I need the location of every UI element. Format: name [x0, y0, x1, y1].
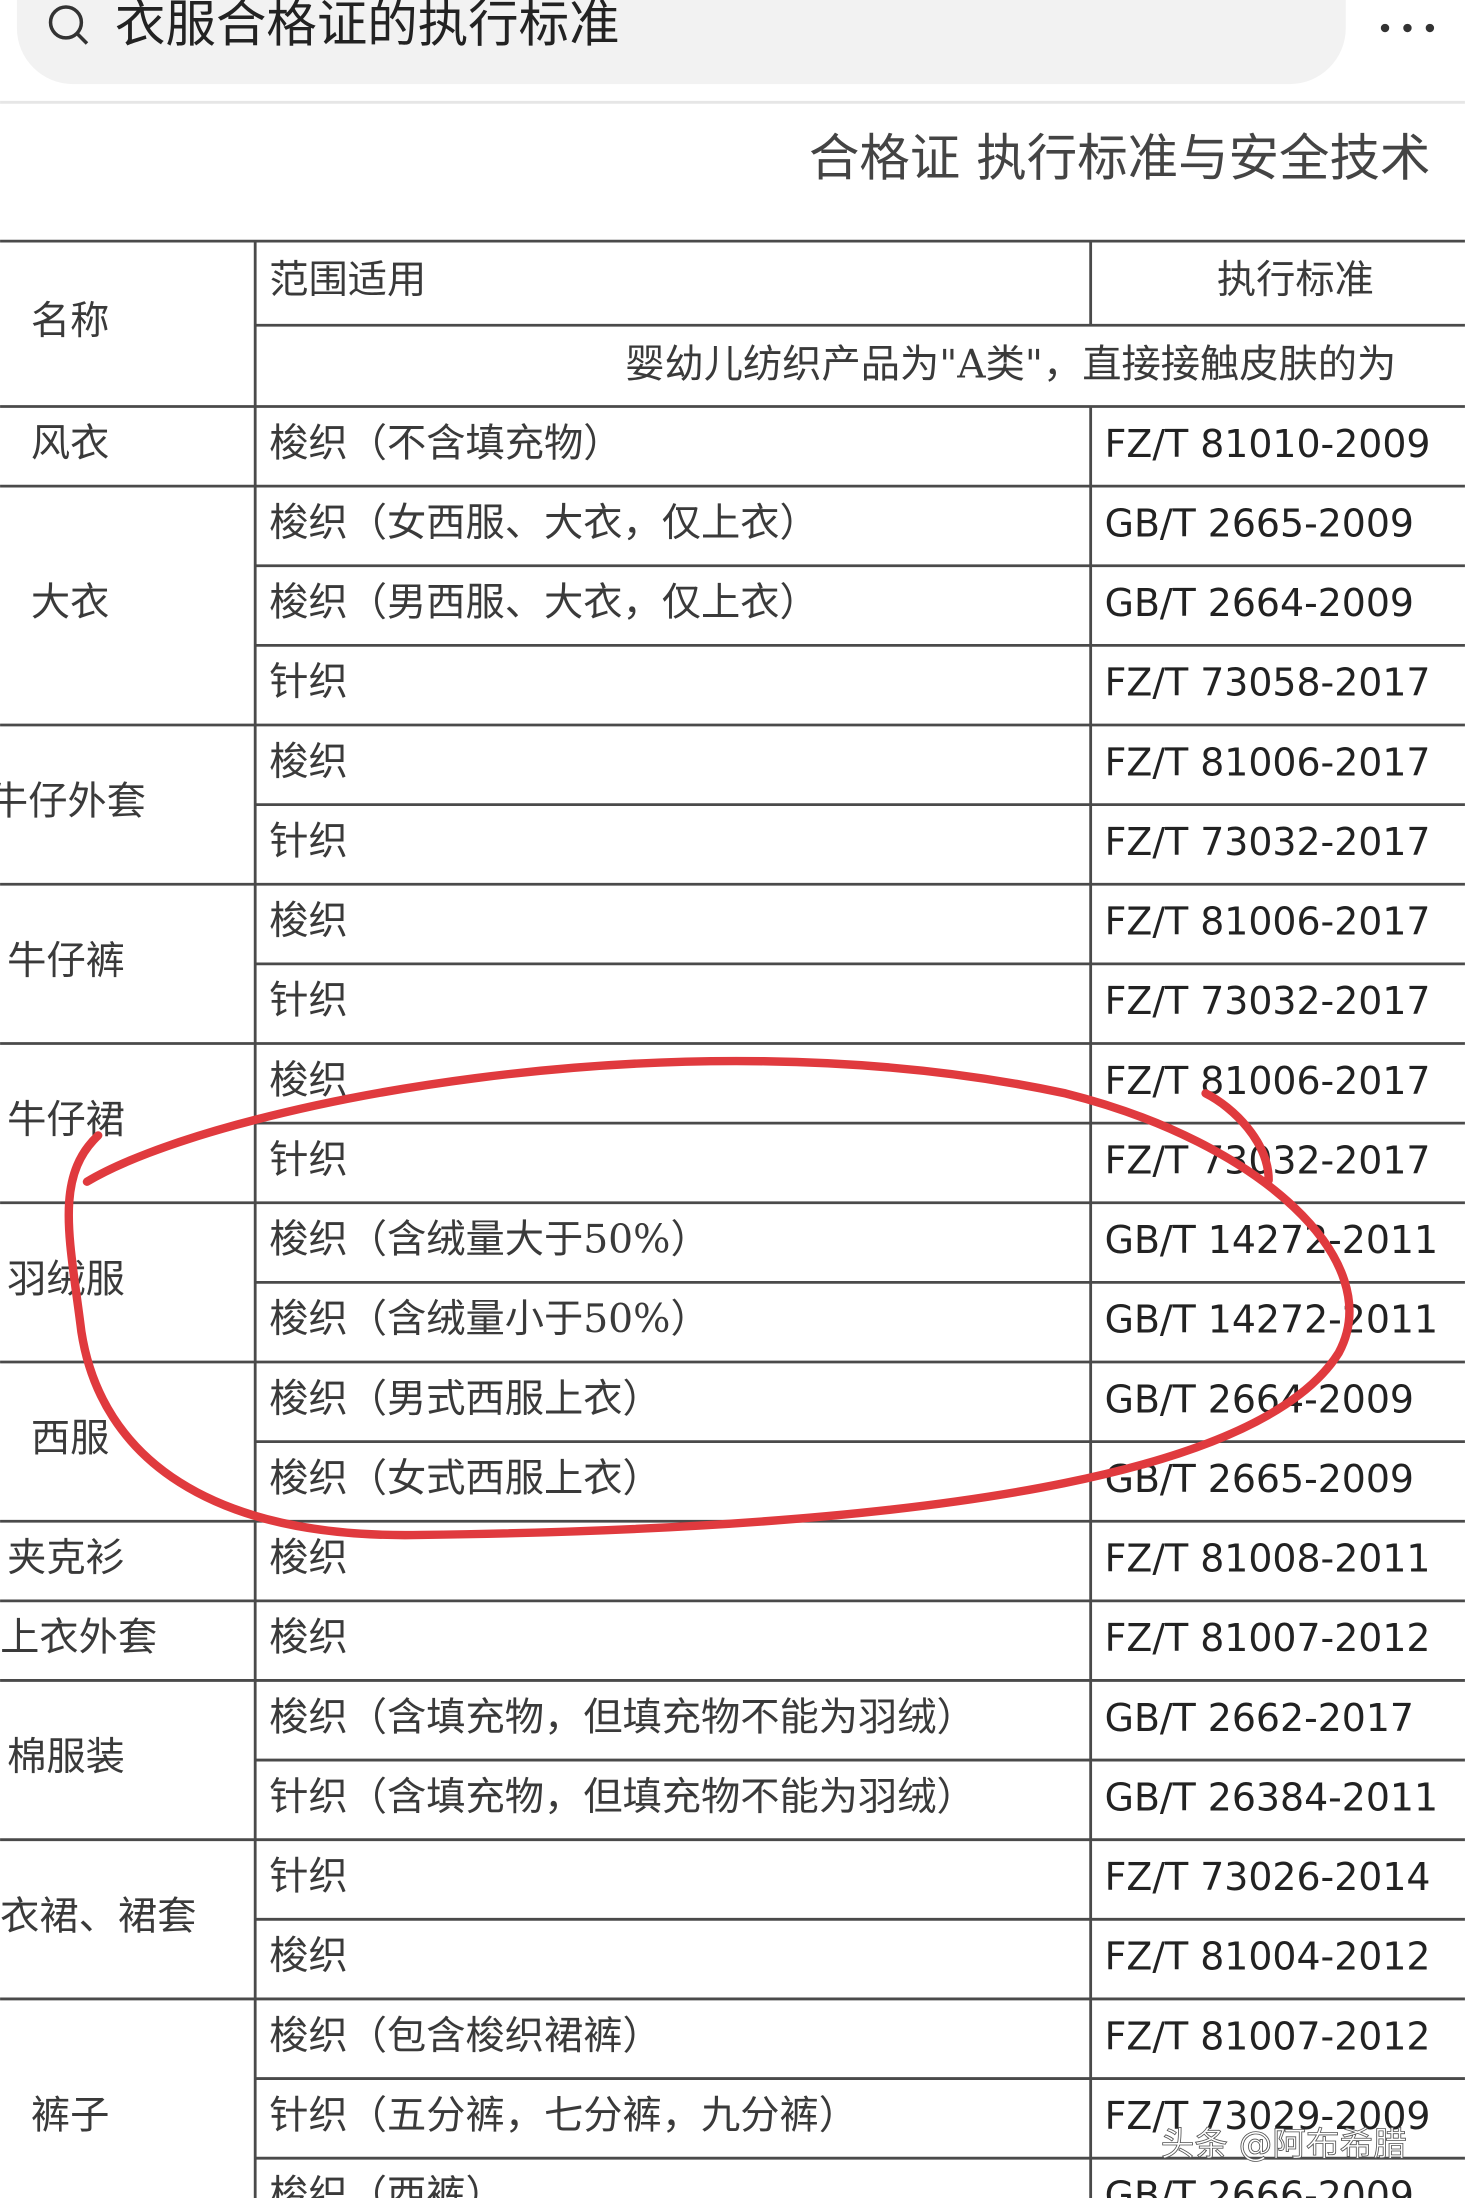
standard-cell: GB/T 14272-2011: [1105, 1298, 1438, 1342]
standard-cell: FZ/T 73032-2017: [1105, 820, 1431, 864]
table-note: 婴幼儿纺织产品为"A类"，直接接触皮肤的为: [625, 342, 1396, 387]
standard-cell: FZ/T 81006-2017: [1105, 740, 1431, 784]
name-cell: 上衣外套: [0, 1616, 157, 1661]
standard-cell: GB/T 26384-2011: [1105, 1775, 1438, 1819]
scope-cell: 梭织（含绒量大于50%）: [269, 1218, 710, 1263]
name-cell: 夹克衫: [7, 1536, 125, 1581]
scope-cell: 针织（五分裤，七分裤，九分裤）: [269, 2093, 858, 2138]
watermark: 头条 @阿布希腊: [1161, 2125, 1407, 2164]
scope-cell: 梭织（女西服、大衣，仅上衣）: [269, 501, 819, 546]
scope-cell: 梭织（含绒量小于50%）: [269, 1297, 710, 1342]
scope-cell: 梭织: [269, 1536, 348, 1581]
standard-cell: GB/T 2666-2009: [1105, 2174, 1414, 2198]
standard-cell: FZ/T 81008-2011: [1105, 1537, 1431, 1581]
standard-cell: GB/T 14272-2011: [1105, 1218, 1438, 1262]
name-cell: 西服: [31, 1417, 110, 1462]
search-icon-handle: [75, 32, 89, 45]
standard-cell: FZ/T 81007-2012: [1105, 2014, 1431, 2058]
standard-cell: FZ/T 73032-2017: [1105, 979, 1431, 1023]
standard-cell: FZ/T 73026-2014: [1105, 1855, 1431, 1899]
name-cell: 牛仔裤: [7, 939, 125, 984]
standard-cell: GB/T 2662-2017: [1105, 1696, 1414, 1740]
name-cell: 牛仔外套: [0, 780, 146, 825]
name-cell: 连衣裙、裙套: [0, 1894, 196, 1939]
standard-cell: FZ/T 81004-2012: [1105, 1935, 1431, 1979]
name-cell: 牛仔裙: [7, 1098, 125, 1143]
name-cell: 棉服装: [7, 1735, 125, 1780]
scope-cell: 针织: [269, 1138, 348, 1183]
scope-cell: 梭织（不含填充物）: [269, 421, 622, 466]
standard-cell: GB/T 2664-2009: [1105, 581, 1414, 625]
scope-cell: 梭织（西裤）: [269, 2173, 505, 2198]
standard-cell: FZ/T 73029-2009: [1105, 2094, 1431, 2138]
standard-cell: FZ/T 73058-2017: [1105, 661, 1431, 705]
scope-cell: 梭织（女式西服上衣）: [269, 1456, 661, 1501]
scope-cell: 梭织（男式西服上衣）: [269, 1377, 661, 1422]
header-cell: 名称: [31, 299, 110, 344]
scope-cell: 梭织（男西服、大衣，仅上衣）: [269, 581, 819, 626]
name-cell: 大衣: [31, 581, 110, 626]
scope-cell: 梭织（包含梭织裙裤）: [269, 2014, 661, 2059]
standard-cell: GB/T 2664-2009: [1105, 1377, 1414, 1421]
scope-cell: 梭织: [269, 1934, 348, 1979]
scope-cell: 梭织: [269, 899, 348, 944]
standard-cell: FZ/T 81006-2017: [1105, 1059, 1431, 1103]
name-cell: 风衣: [31, 421, 110, 466]
scope-cell: 针织: [269, 660, 348, 705]
header-cell: 执行标准: [1217, 258, 1374, 303]
scope-cell: 针织: [269, 979, 348, 1024]
red-circle-annotation: [64, 1056, 1354, 1540]
scope-cell: 梭织（含填充物，但填充物不能为羽绒）: [269, 1695, 976, 1740]
standard-cell: GB/T 2665-2009: [1105, 501, 1414, 545]
standard-cell: FZ/T 81010-2009: [1105, 422, 1431, 466]
search-icon: [48, 5, 84, 40]
standard-cell: FZ/T 81007-2012: [1105, 1616, 1431, 1660]
standard-cell: FZ/T 81006-2017: [1105, 900, 1431, 944]
doc-title: 合格证 执行标准与安全技术: [809, 129, 1430, 188]
scope-cell: 梭织: [269, 740, 348, 785]
name-cell: 裤子: [31, 2093, 110, 2138]
name-cell: 羽绒服: [7, 1257, 125, 1302]
more-button[interactable]: [1380, 23, 1435, 33]
scope-cell: 针织: [269, 1855, 348, 1900]
scope-cell: 梭织: [269, 1058, 348, 1103]
search-query: 衣服合格证的执行标准: [115, 0, 620, 54]
search-bar[interactable]: [16, 0, 1346, 85]
scope-cell: 梭织: [269, 1616, 348, 1661]
header-cell: 范围适用: [269, 258, 426, 303]
scope-cell: 针织（含填充物，但填充物不能为羽绒）: [269, 1775, 976, 1820]
scope-cell: 针织: [269, 819, 348, 864]
